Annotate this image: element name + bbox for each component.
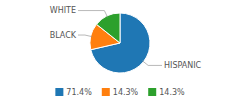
slice-label: BLACK [50, 31, 77, 40]
legend-swatch [55, 88, 63, 96]
slice-label: WHITE [50, 6, 76, 15]
slice-label: HISPANIC [164, 61, 202, 70]
legend-item: 14.3% [102, 88, 139, 97]
legend-label: 14.3% [159, 88, 185, 97]
leader-line [142, 61, 162, 66]
legend-label: 71.4% [66, 88, 92, 97]
pie [90, 13, 150, 73]
leader-line [78, 11, 108, 18]
annotations: HISPANIC BLACK WHITE [50, 6, 202, 70]
chart: HISPANIC BLACK WHITE 71.4% 14.3% 14.3% [0, 0, 240, 100]
legend: 71.4% 14.3% 14.3% [55, 88, 185, 97]
leader-line [78, 35, 92, 37]
legend-label: 14.3% [113, 88, 139, 97]
legend-swatch [102, 88, 110, 96]
legend-item: 14.3% [148, 88, 185, 97]
legend-swatch [148, 88, 156, 96]
legend-item: 71.4% [55, 88, 92, 97]
pie-slice [91, 13, 150, 73]
pie-slice [97, 13, 120, 43]
